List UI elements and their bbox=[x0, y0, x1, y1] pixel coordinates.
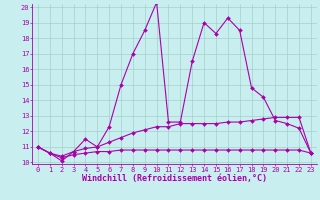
X-axis label: Windchill (Refroidissement éolien,°C): Windchill (Refroidissement éolien,°C) bbox=[82, 174, 267, 183]
